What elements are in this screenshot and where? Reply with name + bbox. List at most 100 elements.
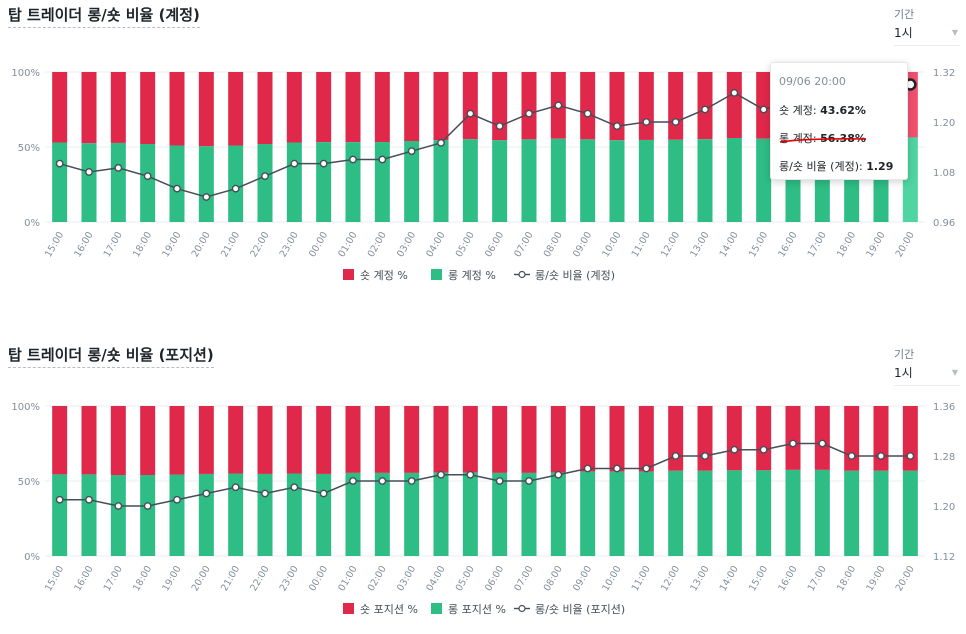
x-tick-label: 19:00 bbox=[160, 564, 183, 593]
x-tick-label: 09:00 bbox=[571, 230, 594, 259]
x-tick-label: 11:00 bbox=[630, 564, 653, 593]
short-bar bbox=[638, 406, 654, 472]
x-tick-label: 07:00 bbox=[512, 564, 535, 593]
long-bar bbox=[198, 146, 214, 222]
short-bar bbox=[316, 406, 332, 474]
short-bar bbox=[169, 72, 185, 146]
long-bar bbox=[668, 470, 684, 556]
short-bar bbox=[110, 406, 126, 475]
long-bar bbox=[756, 138, 772, 222]
short-bar bbox=[286, 406, 302, 474]
short-bar bbox=[638, 72, 654, 140]
legend-long-label: 롱 포지션 % bbox=[448, 603, 506, 616]
long-bar bbox=[638, 139, 654, 222]
short-bar bbox=[726, 72, 742, 138]
x-tick-label: 20:00 bbox=[894, 230, 917, 259]
ratio-point bbox=[378, 477, 387, 485]
panel-title-positions: 탑 트레이더 롱/숏 비율 (포지션) bbox=[8, 344, 214, 368]
long-bar bbox=[756, 470, 772, 556]
ratio-point bbox=[231, 184, 240, 193]
tooltip-date: 09/06 20:00 bbox=[779, 75, 846, 88]
ratio-line bbox=[59, 83, 911, 198]
short-bar bbox=[521, 72, 537, 140]
x-tick-label: 00:00 bbox=[307, 564, 330, 593]
long-bar bbox=[492, 140, 508, 222]
short-bar bbox=[52, 406, 68, 475]
long-bar bbox=[404, 141, 420, 222]
short-bar bbox=[844, 406, 860, 471]
ratio-point bbox=[85, 495, 93, 504]
long-bar bbox=[550, 472, 566, 556]
ratio-point bbox=[642, 464, 651, 473]
x-tick-label: 08:00 bbox=[542, 230, 565, 259]
ratio-point bbox=[407, 477, 416, 485]
long-bar bbox=[140, 475, 156, 556]
long-bar bbox=[726, 138, 742, 222]
long-bar bbox=[81, 143, 97, 222]
long-bar bbox=[374, 472, 390, 556]
x-tick-label: 08:00 bbox=[542, 564, 565, 593]
ratio-point bbox=[55, 159, 64, 168]
panel-title-accounts: 탑 트레이더 롱/숏 비율 (계정) bbox=[8, 4, 200, 28]
x-tick-label: 04:00 bbox=[424, 230, 447, 259]
red-underline-annotation bbox=[779, 138, 867, 143]
x-tick-label: 16:00 bbox=[72, 564, 95, 593]
period-select[interactable]: 1시 ▼ bbox=[894, 364, 960, 386]
period-value: 1시 bbox=[894, 26, 913, 40]
chevron-down-icon: ▼ bbox=[951, 368, 958, 377]
short-bar bbox=[169, 406, 185, 475]
x-tick-label: 21:00 bbox=[219, 564, 242, 593]
long-bar bbox=[345, 472, 361, 556]
period-select[interactable]: 1시 ▼ bbox=[894, 24, 960, 46]
short-bar bbox=[668, 72, 684, 140]
short-bar bbox=[404, 72, 420, 141]
y2-tick-label: 1.12 bbox=[933, 552, 955, 563]
y2-tick-label: 1.32 bbox=[933, 68, 955, 79]
long-bar bbox=[228, 145, 244, 222]
tooltip-short-row: 숏 계정: 43.62% bbox=[779, 102, 899, 118]
x-tick-label: 07:00 bbox=[512, 230, 535, 259]
tooltip-ratio-label: 롱/숏 비율 (계정): bbox=[779, 160, 867, 173]
ratio-point bbox=[114, 502, 123, 510]
short-bar bbox=[404, 406, 420, 473]
ratio-point bbox=[759, 105, 768, 114]
short-bar bbox=[228, 406, 244, 474]
x-tick-label: 17:00 bbox=[806, 230, 829, 259]
ratio-point bbox=[730, 88, 739, 97]
y-tick-label: 0% bbox=[24, 218, 40, 229]
short-bar bbox=[81, 72, 97, 144]
x-tick-label: 17:00 bbox=[102, 230, 125, 259]
y-tick-label: 50% bbox=[18, 477, 40, 488]
short-bar bbox=[345, 406, 361, 473]
ratio-point bbox=[202, 489, 211, 498]
ratio-point bbox=[290, 159, 299, 168]
x-tick-label: 16:00 bbox=[72, 230, 95, 259]
ratio-point bbox=[906, 452, 915, 460]
x-tick-label: 15:00 bbox=[43, 230, 66, 259]
short-bar bbox=[697, 72, 713, 140]
y2-tick-label: 1.20 bbox=[933, 502, 955, 513]
long-bar bbox=[228, 473, 244, 556]
long-bar bbox=[374, 142, 390, 222]
ratio-point bbox=[378, 155, 387, 164]
short-bar bbox=[345, 72, 361, 143]
x-tick-label: 19:00 bbox=[864, 230, 887, 259]
ratio-point bbox=[407, 147, 416, 156]
short-bar bbox=[726, 406, 742, 471]
x-tick-label: 05:00 bbox=[454, 230, 477, 259]
ratio-point bbox=[437, 470, 445, 479]
short-bar bbox=[462, 406, 478, 473]
short-bar bbox=[286, 72, 302, 143]
short-bar bbox=[580, 72, 596, 140]
long-bar bbox=[609, 140, 625, 222]
ratio-point bbox=[554, 470, 563, 479]
short-bar bbox=[668, 406, 684, 471]
ratio-point bbox=[613, 464, 621, 473]
ratio-point bbox=[525, 477, 533, 485]
long-bar bbox=[462, 139, 478, 222]
ratio-point bbox=[143, 502, 152, 510]
x-tick-label: 15:00 bbox=[43, 564, 66, 593]
ratio-point bbox=[701, 105, 709, 114]
short-bar bbox=[257, 406, 273, 474]
y2-tick-label: 1.28 bbox=[933, 452, 955, 463]
